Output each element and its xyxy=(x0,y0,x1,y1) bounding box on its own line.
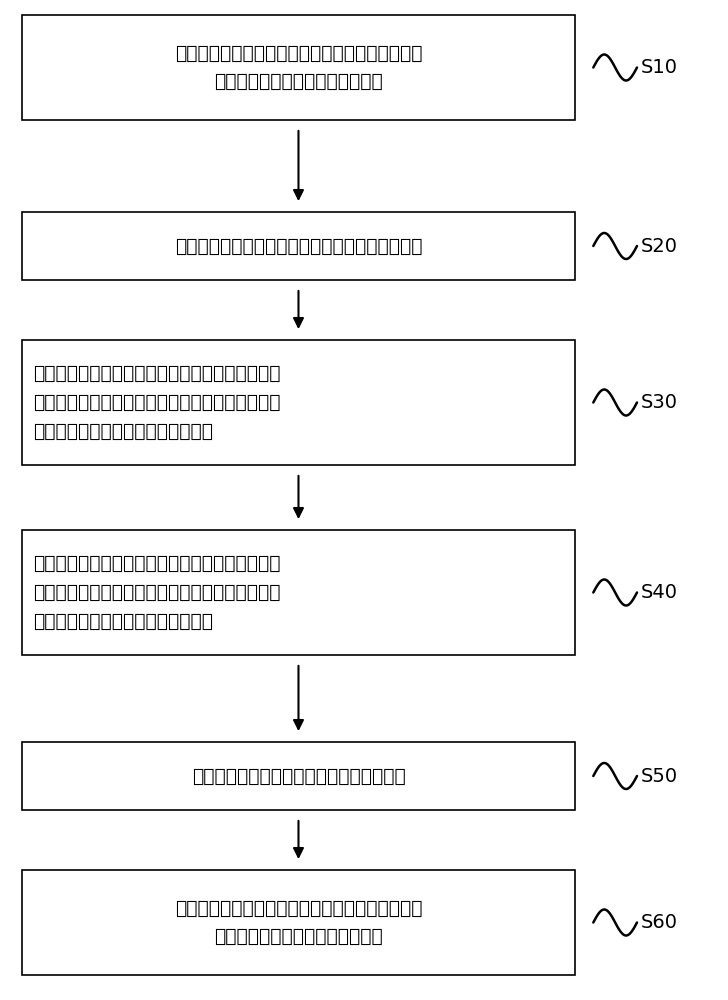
FancyBboxPatch shape xyxy=(22,742,575,810)
Text: S30: S30 xyxy=(641,393,677,412)
Text: S40: S40 xyxy=(641,583,677,602)
FancyBboxPatch shape xyxy=(22,340,575,465)
Text: 在所述第二绝缘层上形成第四导电层，经图案化处
理以形成所述第一端子的第三电极: 在所述第二绝缘层上形成第四导电层，经图案化处 理以形成所述第一端子的第三电极 xyxy=(175,899,422,946)
Text: S50: S50 xyxy=(641,766,677,786)
Text: 在所述有源构件上形成第三导电层，以形成所述背
光模组的源漏极以及所述第一端子的第二电极和所
述背光模组第二端子的第一绑定电极: 在所述有源构件上形成第三导电层，以形成所述背 光模组的源漏极以及所述第一端子的第… xyxy=(33,554,280,631)
Text: 在保留的所述第三导电层上形成第二绝缘层: 在保留的所述第三导电层上形成第二绝缘层 xyxy=(191,766,405,786)
FancyBboxPatch shape xyxy=(22,212,575,280)
Text: 利用一多段式掩膜板对所述第一绝缘层及所述有源
材料层图案化处理，以露出部分所述第一导电层，
以及使所述有源材料层形成有源构件: 利用一多段式掩膜板对所述第一绝缘层及所述有源 材料层图案化处理，以露出部分所述第… xyxy=(33,364,280,441)
Text: S10: S10 xyxy=(641,58,677,77)
FancyBboxPatch shape xyxy=(22,530,575,655)
Text: S20: S20 xyxy=(641,236,677,255)
Text: 在衬底上形成第一导电层，经图案化处理以形成所
述背光模组的第一端子的第一电极: 在衬底上形成第一导电层，经图案化处理以形成所 述背光模组的第一端子的第一电极 xyxy=(175,44,422,91)
Text: S60: S60 xyxy=(641,913,677,932)
FancyBboxPatch shape xyxy=(22,870,575,975)
FancyBboxPatch shape xyxy=(22,15,575,120)
Text: 在所述第一导电层上形成第一绝缘层及有源材料层: 在所述第一导电层上形成第一绝缘层及有源材料层 xyxy=(175,236,422,255)
